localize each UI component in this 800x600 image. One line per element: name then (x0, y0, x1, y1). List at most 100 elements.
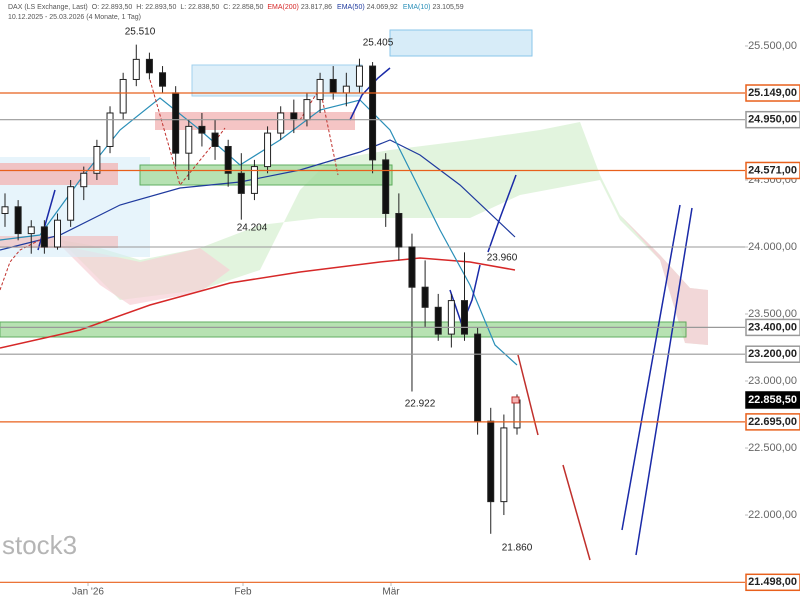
candle-body (172, 92, 180, 154)
candle-body (500, 427, 508, 503)
candle-body (67, 186, 75, 221)
candle-body (1, 206, 9, 214)
candle-body (198, 125, 206, 134)
annotation: 23.960 (487, 253, 518, 264)
header-text: C: 22.858,50 (223, 4, 263, 11)
candle-body (132, 58, 140, 80)
candle-body (159, 72, 167, 87)
indicator-name: EMA(10) (403, 4, 431, 11)
candle-body (80, 172, 88, 188)
level-label: 24.950,00 (748, 114, 797, 126)
candle-body (250, 166, 258, 194)
candle-body (145, 58, 153, 74)
level-box (745, 345, 800, 363)
arrow (562, 464, 591, 561)
level-label: 23.200,00 (748, 348, 797, 360)
ema200 (0, 257, 516, 349)
header-text: H: 22.893,50 (136, 4, 176, 11)
candle-body (277, 112, 285, 134)
y-tick-label: 24.000,00 (748, 241, 797, 253)
header-text: O: 22.893,50 (92, 4, 133, 11)
candle-body (237, 172, 245, 194)
candle-body (474, 333, 482, 422)
level-box (745, 318, 800, 337)
arrow (621, 204, 681, 531)
candle-body (119, 78, 127, 114)
level-box (745, 110, 800, 129)
watermark: stock3 (2, 530, 77, 560)
level-box (745, 413, 800, 431)
candle-body (303, 99, 311, 121)
y-tick-label: 23.500,00 (748, 308, 797, 320)
y-tick-label: 25.500,00 (748, 40, 797, 52)
candle-body (93, 145, 101, 174)
dashed-path (0, 239, 41, 291)
candle-body (421, 286, 429, 308)
candle-body (106, 112, 114, 147)
x-tick-label: Jan '26 (72, 587, 104, 598)
indicator-name: EMA(50) (337, 4, 365, 11)
level-box (745, 161, 800, 180)
candle-body (329, 78, 337, 94)
cloud-red (60, 245, 230, 305)
candle-body (54, 219, 62, 248)
candle-body (460, 300, 468, 335)
candle-body (355, 65, 363, 87)
annotation: 25.510 (125, 27, 156, 38)
annotation: 21.860 (502, 543, 533, 554)
candle-body (513, 399, 521, 429)
candle-body (264, 132, 272, 168)
candle-body (224, 145, 232, 174)
x-tick-label: Feb (234, 587, 252, 598)
period: 10.12.2025 - 25.03.2026 (4 Monate, 1 Tag… (8, 14, 141, 21)
zone (155, 112, 355, 130)
level-box (745, 84, 800, 102)
level-box (745, 573, 800, 592)
candle-body (27, 226, 35, 235)
candle-body (14, 206, 22, 235)
candle-body (290, 112, 298, 121)
candle-body (185, 125, 193, 154)
candle-body (342, 85, 350, 94)
level-label: 22.858,50 (748, 394, 797, 406)
candle-body (447, 300, 455, 335)
level-label: 23.400,00 (748, 321, 797, 333)
price-marker (511, 396, 520, 404)
header-text: L: 22.838,50 (180, 4, 219, 11)
arrow (635, 207, 693, 556)
y-tick-label: 22.000,00 (748, 509, 797, 521)
indicator-value: 23.105,59 (432, 4, 463, 11)
cloud-red (620, 215, 708, 345)
x-tick-label: Mär (382, 587, 400, 598)
candle-body (40, 226, 48, 248)
level-label: 21.498,00 (748, 576, 797, 588)
candle-body (382, 159, 390, 214)
candle-body (395, 212, 403, 248)
level-label: 22.695,00 (748, 416, 797, 428)
indicator-value: 23.817,86 (301, 4, 332, 11)
candle-body (487, 420, 495, 503)
level-label: 24.571,00 (748, 164, 797, 176)
annotation: 24.204 (237, 223, 268, 234)
y-tick-label: 23.000,00 (748, 375, 797, 387)
header-text: DAX (LS Exchange, Last) (8, 4, 88, 11)
indicator-name: EMA(200) (267, 4, 299, 11)
candle-body (211, 132, 219, 147)
arrow (37, 189, 56, 251)
plot: DAX (LS Exchange, Last) O: 22.893,50 H: 22… (0, 4, 800, 598)
annotation: 25.405 (363, 38, 394, 49)
annotation: 22.922 (405, 399, 436, 410)
level-box (745, 391, 800, 409)
candle-body (408, 246, 416, 288)
candle-body (369, 65, 377, 161)
zone (139, 164, 393, 186)
candle-body (434, 306, 442, 335)
candle-body (316, 78, 324, 101)
cloud (60, 122, 708, 345)
y-tick-label: 22.500,00 (748, 442, 797, 454)
level-label: 25.149,00 (748, 87, 797, 99)
indicator-value: 24.069,92 (367, 4, 398, 11)
zone (389, 29, 533, 57)
arrow (487, 174, 517, 253)
